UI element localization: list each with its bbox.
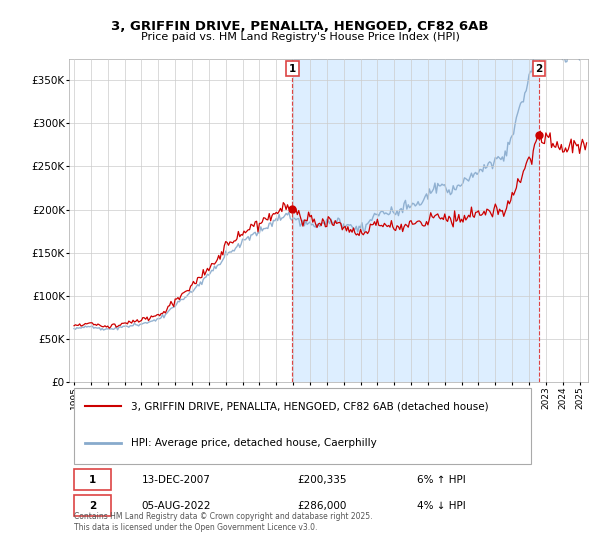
- Bar: [292, 59, 539, 382]
- Text: 3, GRIFFIN DRIVE, PENALLTA, HENGOED, CF82 6AB: 3, GRIFFIN DRIVE, PENALLTA, HENGOED, CF8…: [111, 20, 489, 32]
- Text: 6% ↑ HPI: 6% ↑ HPI: [417, 474, 466, 484]
- Text: 2: 2: [89, 501, 96, 511]
- Text: 13-DEC-2007: 13-DEC-2007: [142, 474, 211, 484]
- Text: 3, GRIFFIN DRIVE, PENALLTA, HENGOED, CF82 6AB (detached house): 3, GRIFFIN DRIVE, PENALLTA, HENGOED, CF8…: [131, 401, 489, 411]
- Text: Contains HM Land Registry data © Crown copyright and database right 2025.
This d: Contains HM Land Registry data © Crown c…: [74, 512, 373, 531]
- FancyBboxPatch shape: [74, 495, 110, 516]
- Text: Price paid vs. HM Land Registry's House Price Index (HPI): Price paid vs. HM Land Registry's House …: [140, 32, 460, 43]
- FancyBboxPatch shape: [74, 469, 110, 491]
- Text: 05-AUG-2022: 05-AUG-2022: [142, 501, 211, 511]
- Text: 4% ↓ HPI: 4% ↓ HPI: [417, 501, 466, 511]
- Text: HPI: Average price, detached house, Caerphilly: HPI: Average price, detached house, Caer…: [131, 437, 377, 447]
- Text: £286,000: £286,000: [298, 501, 347, 511]
- Text: 1: 1: [289, 64, 296, 74]
- Text: 1: 1: [89, 474, 96, 484]
- Text: 2: 2: [535, 64, 542, 74]
- Text: £200,335: £200,335: [298, 474, 347, 484]
- FancyBboxPatch shape: [74, 388, 531, 464]
